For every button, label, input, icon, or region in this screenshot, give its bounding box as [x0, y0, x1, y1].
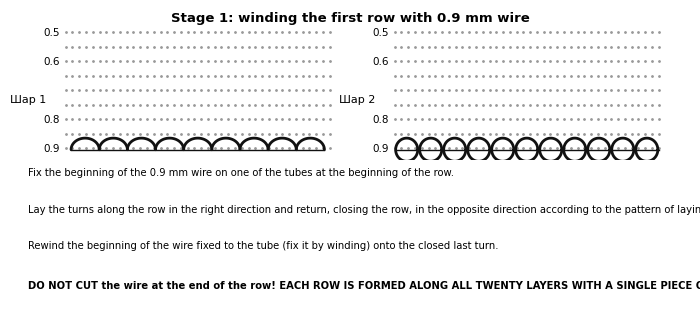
- Text: DO NOT CUT the wire at the end of the row! EACH ROW IS FORMED ALONG ALL TWENTY L: DO NOT CUT the wire at the end of the ro…: [28, 281, 700, 291]
- Text: Stage 1: winding the first row with 0.9 mm wire: Stage 1: winding the first row with 0.9 …: [171, 12, 529, 25]
- Text: Fix the beginning of the 0.9 mm wire on one of the tubes at the beginning of the: Fix the beginning of the 0.9 mm wire on …: [28, 168, 454, 178]
- Text: Lay the turns along the row in the right direction and return, closing the row, : Lay the turns along the row in the right…: [28, 205, 700, 215]
- Text: Rewind the beginning of the wire fixed to the tube (fix it by winding) onto the : Rewind the beginning of the wire fixed t…: [28, 241, 498, 251]
- Text: Шар 2: Шар 2: [339, 95, 375, 105]
- Text: Шар 1: Шар 1: [10, 95, 46, 105]
